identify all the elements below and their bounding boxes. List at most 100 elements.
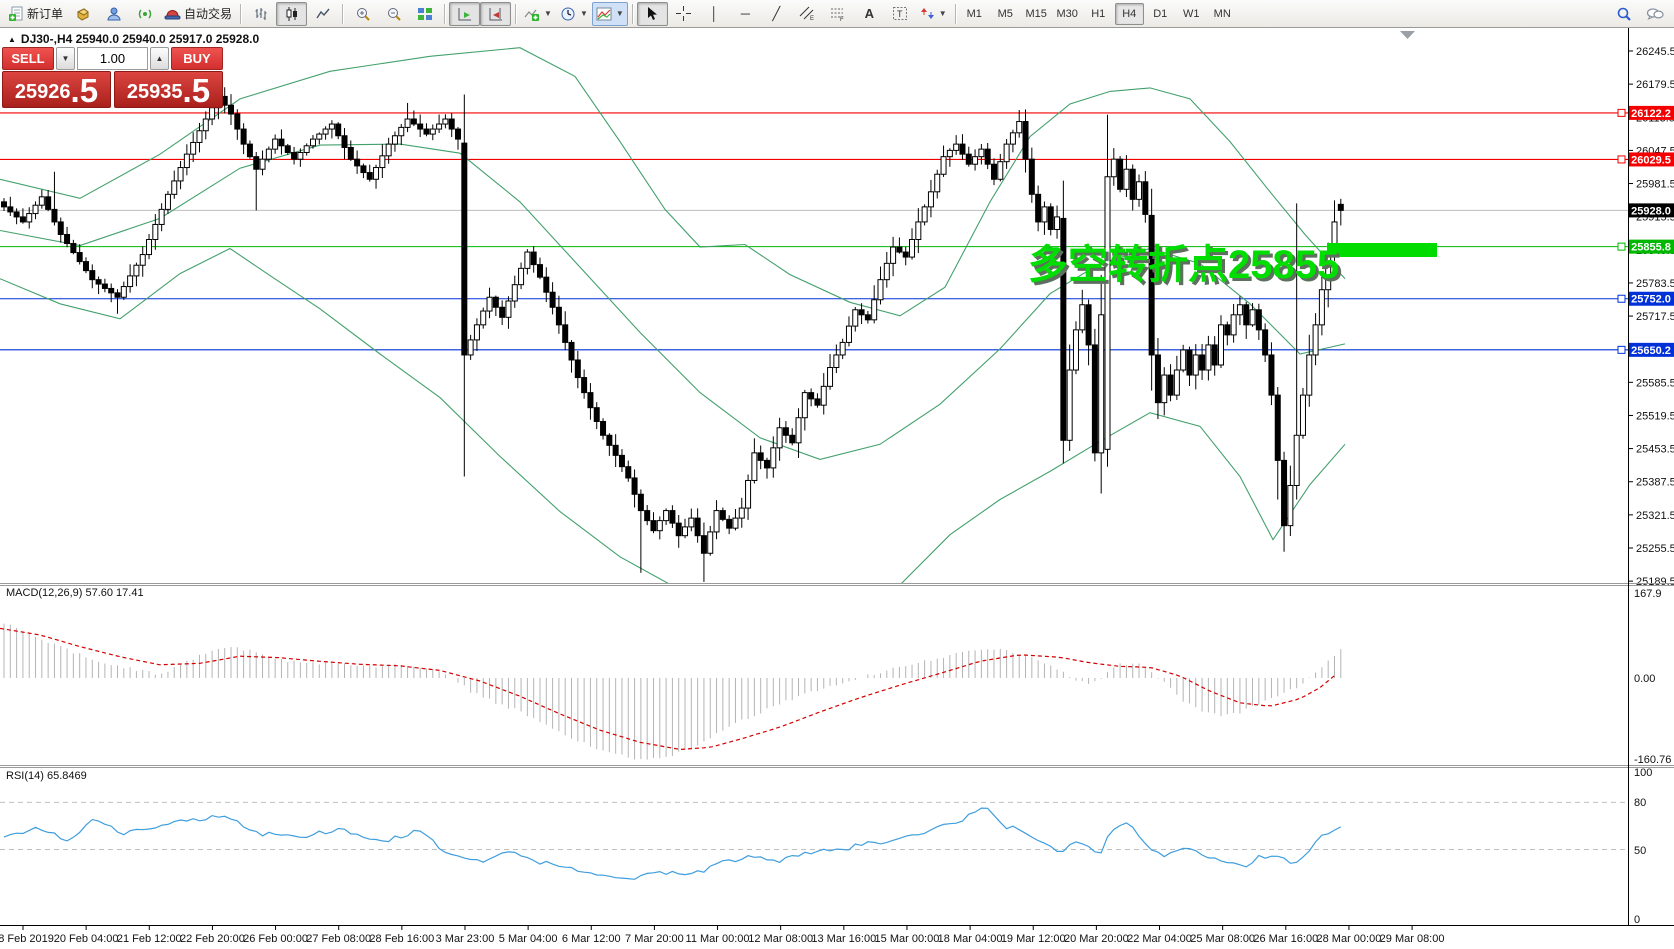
line-end-marker [1617, 345, 1626, 354]
volume-input[interactable]: 1.00 [77, 47, 148, 70]
candle-body [782, 427, 789, 436]
indicators-button[interactable]: ▼ [520, 2, 556, 26]
time-tick-label: 19 Mar 12:00 [1001, 933, 1066, 945]
timeframe-button-m30[interactable]: M30 [1056, 7, 1078, 20]
rsi-axis-0: 0 [1634, 914, 1640, 926]
bar-chart-button[interactable] [245, 2, 276, 26]
timeframe-button-mn[interactable]: MN [1213, 7, 1231, 20]
highlight-rectangle[interactable] [1327, 243, 1437, 257]
zoom-out-button[interactable] [378, 2, 409, 26]
timeframe-button-h4[interactable]: H4 [1114, 2, 1144, 25]
auto-scroll-button[interactable] [449, 1, 481, 26]
candle-body [568, 341, 575, 361]
text-label-tool-button[interactable]: T [885, 2, 916, 26]
zoom-in-button[interactable] [347, 2, 378, 26]
price-tick-label: 26245.5 [1636, 46, 1674, 58]
window-separators[interactable] [0, 583, 1674, 768]
candle-body [896, 246, 903, 253]
timeframe-button-m5[interactable]: M5 [997, 7, 1013, 20]
tile-windows-icon [417, 7, 432, 20]
timeframe-button-d1[interactable]: D1 [1153, 7, 1168, 20]
toolbar-separator [515, 3, 517, 24]
macd-axis-zero: 0.00 [1634, 673, 1655, 685]
search-button[interactable] [1608, 2, 1639, 26]
candle-body [675, 522, 682, 537]
trendline-tool-button[interactable]: ╱ [761, 2, 792, 26]
arrows-tool-button[interactable]: ▼ [916, 2, 951, 26]
candle-body [171, 180, 178, 195]
sell-price-dec: .5 [70, 71, 99, 109]
chart-title: ▲ DJ30-,H4 25940.0 25940.0 25917.0 25928… [8, 32, 259, 46]
panel-toggle-icon[interactable]: ▲ [8, 34, 16, 44]
candle-body [354, 158, 361, 167]
candle-body [1028, 158, 1035, 195]
buy-price-box[interactable]: 25935.5 [114, 71, 223, 108]
indicators-icon [524, 9, 540, 21]
toolbar-separator [631, 3, 633, 24]
price-tick-label: 25717.5 [1636, 311, 1674, 323]
buy-button[interactable]: BUY [171, 47, 223, 70]
sell-price-box[interactable]: 25926.5 [2, 71, 111, 108]
candle-body [499, 306, 506, 318]
candle-body [442, 118, 449, 125]
candle-body [1192, 354, 1199, 376]
candle-body [524, 251, 531, 269]
price-scale[interactable]: 26245.526179.526113.526047.525981.525915… [1617, 46, 1674, 588]
candle-body [1318, 289, 1325, 326]
candle-body [1249, 309, 1256, 326]
periods-button[interactable]: ▼ [556, 2, 592, 26]
text-tool-button[interactable]: A [854, 2, 885, 26]
candle-body [1167, 374, 1174, 396]
candle-body [309, 138, 316, 147]
tile-windows-button[interactable] [409, 2, 440, 26]
sell-button[interactable]: SELL [2, 47, 54, 70]
candle-body [461, 142, 468, 356]
volume-increase-button[interactable]: ▲ [150, 47, 169, 70]
new-order-button[interactable]: 新订单 [4, 2, 67, 26]
candle-body [757, 452, 764, 461]
timeframe-button-m1[interactable]: M1 [966, 7, 982, 20]
price-tick-label: 25255.5 [1636, 543, 1674, 555]
market-button[interactable] [67, 2, 98, 26]
candle-body [1085, 304, 1092, 346]
channel-tool-button[interactable]: E [792, 2, 823, 26]
symbol-ohlc-text: DJ30-,H4 25940.0 25940.0 25917.0 25928.0 [20, 32, 260, 46]
svg-text:F: F [840, 17, 844, 21]
crosshair-tool-button[interactable] [668, 2, 699, 26]
fibonacci-tool-button[interactable]: F [823, 2, 854, 26]
candle-body [915, 221, 922, 241]
candlestick-chart-button[interactable] [276, 1, 308, 26]
cursor-tool-button[interactable] [636, 1, 668, 26]
timeframe-button-m15[interactable]: M15 [1025, 7, 1047, 20]
candle-body [808, 392, 815, 400]
volume-decrease-button[interactable]: ▼ [56, 47, 75, 70]
timeframe-button-w1[interactable]: W1 [1182, 7, 1200, 20]
line-chart-button[interactable] [307, 2, 338, 26]
chart-shift-button[interactable] [480, 1, 512, 26]
candle-body [1091, 344, 1098, 454]
candle-body [1035, 193, 1042, 223]
signals-button[interactable] [129, 2, 160, 26]
timeframe-button-h1[interactable]: H1 [1091, 7, 1106, 20]
new-order-icon [9, 6, 23, 21]
auto-trading-button[interactable]: 自动交易 [160, 2, 236, 26]
time-tick-label: 12 Mar 08:00 [748, 933, 813, 945]
candle-body [291, 151, 298, 160]
candle-body [839, 341, 846, 356]
candle-body [158, 208, 165, 225]
main-chart [0, 47, 1628, 583]
candle-body [505, 300, 512, 318]
candle-body [89, 270, 96, 281]
annotation-shadow: 多空转折点25855 [1031, 246, 1342, 290]
candle-body [1199, 354, 1206, 371]
chat-button[interactable] [1639, 2, 1670, 26]
templates-button[interactable]: ▼ [591, 1, 628, 26]
horizontal-line-tool-button[interactable]: ─ [730, 2, 761, 26]
candle-body [536, 264, 543, 278]
vertical-line-tool-button[interactable]: │ [699, 2, 730, 26]
time-tick-label: 20 Mar 20:00 [1064, 933, 1129, 945]
profile-button[interactable] [98, 2, 129, 26]
line-end-marker [1617, 294, 1626, 303]
